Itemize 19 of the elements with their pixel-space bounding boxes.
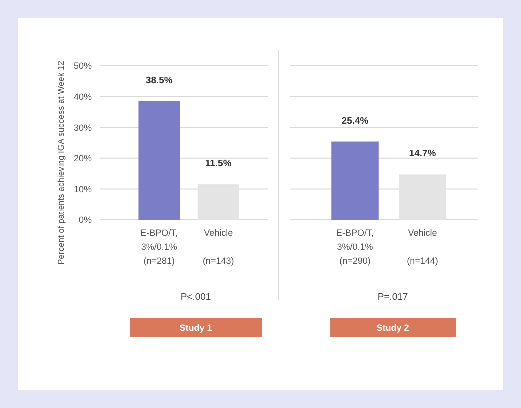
x-axis-title: Study 1 [180,323,212,333]
y-tick-label: 0% [78,215,92,226]
text: P=.017 [378,292,408,303]
text: P<.001 [180,292,212,303]
y-tick-label: 10% [74,184,92,194]
data-label: 25.4% [342,116,370,127]
y-axis-title: Percent of patients achieving IGA success at Week 12 [56,60,66,265]
y-tick-label: 30% [74,122,92,133]
category-label: Vehicle (n=144) [407,228,438,266]
x-axis-title: Study 2 [376,323,410,333]
data-label: 38.5% [146,75,174,86]
y-tick-label: 20% [74,154,92,164]
y-tick-label: 50% [74,61,92,72]
x-tick-label: E-BPO/T, 3%/0.1% (n=290) [336,228,374,266]
y-tick-label: 40% [74,92,92,102]
category-label: Vehicle (n=143) [202,228,234,266]
x-tick-label: E-BPO/T, 3%/0.1% (n=281) [140,228,178,266]
data-label: 14.7% [409,148,437,160]
data-label: 11.5% [205,158,232,170]
